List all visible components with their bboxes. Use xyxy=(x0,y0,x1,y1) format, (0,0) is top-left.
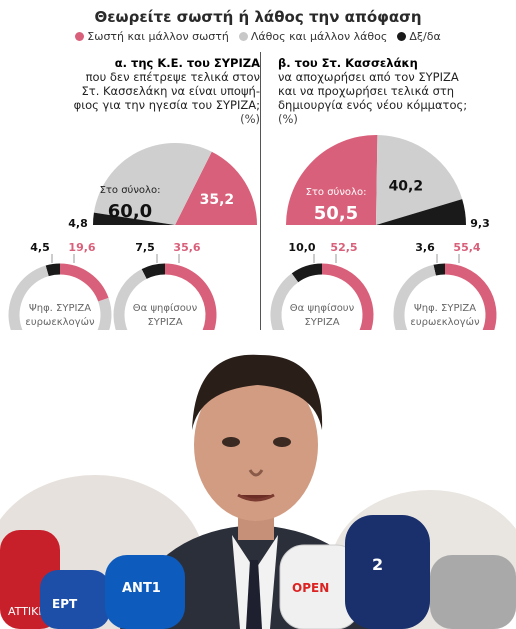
question-b-line4: δημιουργία ενός νέου κόμματος; xyxy=(278,98,468,112)
donut-b1-label-line1: Θα ψηφίσουν xyxy=(290,302,355,314)
mic-label-2: 2 xyxy=(372,555,383,574)
column-divider xyxy=(260,52,261,352)
donut-a2-value-dk: 7,5 xyxy=(135,241,155,254)
page-title: Θεωρείτε σωστή ή λάθος την απόφαση xyxy=(94,8,422,26)
legend-label-wrong: Λάθος και μάλλον λάθος xyxy=(250,30,388,43)
question-b-line3: και να προχωρήσει τελικά στη xyxy=(278,84,455,98)
total-a-label-wrong: 60,0 xyxy=(108,201,152,222)
donut-b1-value-correct: 52,5 xyxy=(330,241,357,254)
mic-label-ert: ΕΡΤ xyxy=(52,597,78,611)
microphone-gray-right xyxy=(430,555,516,629)
donut-a1-label-line2: ευρωεκλογών xyxy=(25,316,95,328)
legend-swatch-wrong xyxy=(238,32,248,41)
donut-a1-arc-dk xyxy=(45,263,61,277)
legend-item-correct: Σωστή και μάλλον σωστή xyxy=(75,30,229,43)
donut-a1-label-line1: Ψηφ. ΣΥΡΙΖΑ xyxy=(29,303,91,314)
mic-label-attikh: ATTIKH xyxy=(8,605,47,618)
donut-a1-arc-correct xyxy=(59,263,109,302)
mic-label-ant1: ΑΝΤ1 xyxy=(122,581,161,596)
total-b-slice-wrong xyxy=(376,135,463,225)
total-b-label-correct: 50,5 xyxy=(314,203,358,224)
total-a-slice-correct xyxy=(175,151,257,225)
question-b-line2: να αποχωρήσει από τον ΣΥΡΙΖΑ xyxy=(278,70,459,84)
microphone-ant1: ΑΝΤ1 xyxy=(105,555,185,629)
donut-b1-arc-dk xyxy=(291,263,323,283)
donut-a2-arc-dk xyxy=(141,263,166,280)
donut-b2-label-line2: ευρωεκλογών xyxy=(410,316,480,328)
total-b-slice-correct xyxy=(286,135,378,225)
donut-a1-value-correct: 19,6 xyxy=(68,241,95,254)
donut-a2-label-line1: Θα ψηφίσουν xyxy=(133,302,198,314)
question-b-unit: (%) xyxy=(278,112,298,126)
donut-b2-label-line1: Ψηφ. ΣΥΡΙΖΑ xyxy=(414,303,476,314)
total-b-label-dk: 9,3 xyxy=(470,217,490,230)
question-a-line4: φιος για την ηγεσία του ΣΥΡΙΖΑ; xyxy=(73,98,260,112)
donut-b2-value-dk: 3,6 xyxy=(415,241,435,254)
legend-item-dk: Δξ/δα xyxy=(397,30,441,43)
total-a-center-label: Στο σύνολο: xyxy=(100,184,161,196)
question-a-line3: Στ. Κασσελάκη να είναι υποψή- xyxy=(81,84,260,98)
question-a-unit: (%) xyxy=(240,112,260,126)
question-a-lead: α. της Κ.Ε. του ΣΥΡΙΖΑ xyxy=(114,56,260,70)
donut-a1-value-dk: 4,5 xyxy=(30,241,50,254)
legend-label-dk: Δξ/δα xyxy=(409,30,441,43)
total-b-slice-dk xyxy=(376,199,466,225)
legend-label-correct: Σωστή και μάλλον σωστή xyxy=(87,30,229,43)
legend-swatch-correct xyxy=(75,32,85,41)
total-a-slice-wrong xyxy=(93,143,212,225)
microphone-ert: ΕΡΤ xyxy=(40,570,110,629)
question-b-lead: β. του Στ. Κασσελάκη xyxy=(278,56,418,70)
total-b-label-wrong: 40,2 xyxy=(389,179,424,195)
question-a-line2: που δεν επέτρεψε τελικά στον xyxy=(85,70,260,84)
total-a-slice-dk xyxy=(93,212,175,225)
microphone-channel2: 2 xyxy=(345,515,430,629)
legend-swatch-dk xyxy=(397,32,407,41)
donut-b2-value-correct: 55,4 xyxy=(453,241,480,254)
photo-speaker: ATTIKH ΕΡΤ ΑΝΤ1 OPEN 2 xyxy=(0,330,516,629)
donut-a2-value-correct: 35,6 xyxy=(173,241,200,254)
total-a-label-correct: 35,2 xyxy=(200,192,235,208)
total-b-center-label: Στο σύνολο: xyxy=(306,186,367,198)
donut-b2-arc-dk xyxy=(433,263,446,276)
legend-item-wrong: Λάθος και μάλλον λάθος xyxy=(238,30,388,43)
question-a: α. της Κ.Ε. του ΣΥΡΙΖΑ που δεν επέτρεψε … xyxy=(40,56,260,126)
mic-label-open: OPEN xyxy=(292,581,329,595)
question-b: β. του Στ. Κασσελάκη να αποχωρήσει από τ… xyxy=(278,56,508,126)
total-a-label-dk: 4,8 xyxy=(68,217,88,230)
microphones: ATTIKH ΕΡΤ ΑΝΤ1 OPEN 2 xyxy=(0,515,516,629)
donut-b1-value-dk: 10,0 xyxy=(288,241,315,254)
legend: Σωστή και μάλλον σωστή Λάθος και μάλλον … xyxy=(0,30,516,43)
donut-b1-label-line2: ΣΥΡΙΖΑ xyxy=(304,317,339,328)
donut-a2-label-line2: ΣΥΡΙΖΑ xyxy=(147,317,182,328)
